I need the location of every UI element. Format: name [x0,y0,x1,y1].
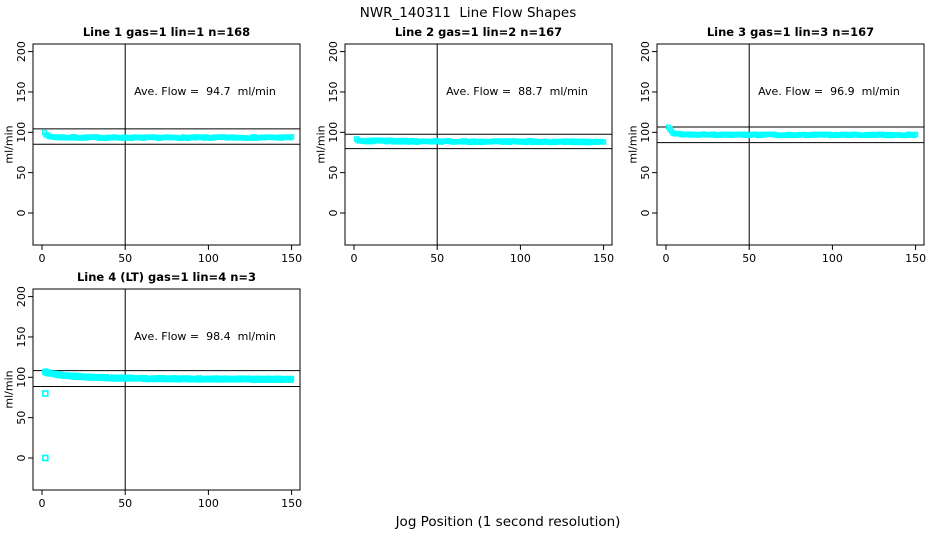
outlier-point [42,454,49,462]
y-axis-label: ml/min [626,124,640,164]
y-tick-label: 50 [327,166,340,180]
subplot-line-3: 0 50 100 150 200 0 50 100 150 Line 3 gas=1 lin=3… [624,20,936,265]
ave-flow-annotation: Ave. Flow = 96.9 ml/min [758,85,900,98]
ave-flow-annotation: Ave. Flow = 94.7 ml/min [134,85,276,98]
subplot-line-1: 0 50 100 150 200 0 50 100 150 Line 1 gas=1 lin=1… [0,20,312,265]
ave-flow-annotation: Ave. Flow = 88.7 ml/min [446,85,588,98]
x-tick-label: 100 [198,252,219,265]
y-tick-label: 150 [15,81,28,102]
subplot-line-4: 0 50 100 150 200 0 50 100 150 Line 4 (LT) gas=1 … [0,265,312,510]
y-tick-label: 150 [15,326,28,347]
ave-flow-annotation: Ave. Flow = 98.4 ml/min [134,330,276,343]
y-tick-label: 50 [15,166,28,180]
reference-lines [345,44,612,245]
subplot-line-2: 0 50 100 150 200 0 50 100 150 Line 2 gas=1 lin=2… [312,20,624,265]
y-tick-label: 100 [15,367,28,388]
axes: 0 50 100 150 200 0 50 100 150 [639,41,926,265]
outlier-point [42,390,49,397]
y-tick-label: 50 [15,411,28,425]
x-tick-label: 150 [281,497,302,510]
y-tick-label: 0 [15,455,28,462]
subplot-title: Line 4 (LT) gas=1 lin=4 n=3 [76,270,257,284]
y-tick-label: 0 [327,210,340,217]
y-axis-label: ml/min [2,124,16,164]
x-tick-label: 0 [39,252,46,265]
x-tick-label: 150 [281,252,302,265]
data-points [353,136,607,146]
y-axis-label: ml/min [314,124,328,164]
y-tick-label: 50 [639,166,652,180]
subplot-title: Line 2 gas=1 lin=2 n=167 [394,25,563,39]
x-tick-label: 0 [351,252,358,265]
y-tick-label: 100 [15,122,28,143]
x-tick-label: 100 [822,252,843,265]
y-tick-label: 200 [327,41,340,62]
x-tick-label: 50 [742,252,756,265]
x-tick-label: 0 [663,252,670,265]
y-tick-label: 0 [15,210,28,217]
y-tick-label: 0 [639,210,652,217]
plot-canvas-line-2: 0 50 100 150 200 0 50 100 150 [327,41,614,265]
y-tick-label: 150 [327,81,340,102]
axes: 0 50 100 150 200 0 50 100 150 [15,286,302,510]
x-tick-label: 50 [118,252,132,265]
axes: 0 50 100 150 200 0 50 100 150 [327,41,614,265]
x-tick-label: 100 [198,497,219,510]
x-tick-label: 150 [593,252,614,265]
reference-lines [33,44,300,245]
x-axis-label: Jog Position (1 second resolution) [395,514,621,530]
data-points [41,368,295,462]
y-axis-label: ml/min [2,369,16,409]
x-tick-label: 100 [510,252,531,265]
data-points [41,129,295,142]
subplot-title: Line 3 gas=1 lin=3 n=167 [706,25,875,39]
x-tick-label: 50 [430,252,444,265]
x-tick-label: 50 [118,497,132,510]
y-tick-label: 200 [15,41,28,62]
x-tick-label: 0 [39,497,46,510]
y-tick-label: 100 [327,122,340,143]
y-tick-label: 100 [639,122,652,143]
subplot-title: Line 1 gas=1 lin=1 n=168 [82,25,251,39]
plot-canvas-line-1: 0 50 100 150 200 0 50 100 150 [15,41,302,265]
reference-lines [33,289,300,490]
plot-canvas-line-4: 0 50 100 150 200 0 50 100 150 [15,286,302,510]
y-tick-label: 200 [639,41,652,62]
page-title: NWR_140311 Line Flow Shapes [359,5,577,21]
reference-lines [657,44,924,245]
axes: 0 50 100 150 200 0 50 100 150 [15,41,302,265]
data-points [665,124,919,139]
y-tick-label: 200 [15,286,28,307]
y-tick-label: 150 [639,81,652,102]
plot-canvas-line-3: 0 50 100 150 200 0 50 100 150 [639,41,926,265]
x-tick-label: 150 [905,252,926,265]
